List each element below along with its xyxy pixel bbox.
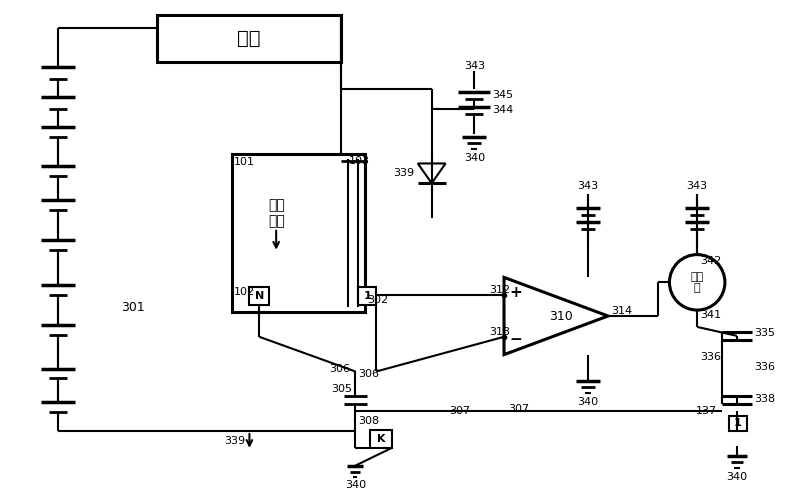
Text: 336: 336	[754, 362, 776, 371]
Bar	[250, 287, 270, 305]
Text: 103: 103	[349, 155, 370, 165]
Text: 301: 301	[121, 301, 145, 313]
Text: 312: 312	[489, 285, 510, 295]
Text: 306: 306	[358, 369, 379, 379]
Text: 345: 345	[492, 90, 514, 100]
Text: 335: 335	[754, 328, 776, 338]
Text: 307: 307	[508, 404, 530, 414]
Text: −: −	[510, 332, 522, 347]
Text: K: K	[377, 434, 386, 444]
Text: 344: 344	[492, 105, 514, 115]
Text: 310: 310	[549, 309, 573, 323]
Text: 339: 339	[224, 436, 246, 446]
Bar	[231, 154, 366, 312]
Text: 306: 306	[330, 364, 350, 373]
Text: 343: 343	[686, 181, 708, 191]
Text: 101: 101	[234, 156, 254, 166]
Bar	[370, 430, 392, 448]
Bar	[358, 287, 376, 305]
Text: 308: 308	[358, 416, 379, 426]
Text: 339: 339	[393, 168, 414, 179]
Text: 137: 137	[696, 406, 717, 416]
Text: 314: 314	[611, 306, 632, 316]
Text: 340: 340	[464, 153, 485, 162]
Text: 313: 313	[489, 327, 510, 337]
Text: 343: 343	[464, 62, 485, 71]
Text: 307: 307	[449, 406, 470, 416]
Text: +: +	[510, 285, 522, 300]
Text: 338: 338	[754, 394, 776, 404]
Text: 1: 1	[734, 418, 742, 428]
Text: 343: 343	[578, 181, 598, 191]
Text: 102: 102	[234, 287, 254, 297]
Text: 340: 340	[345, 481, 366, 491]
Bar	[729, 416, 746, 431]
Text: 电流
方向: 电流 方向	[268, 198, 285, 228]
Text: 305: 305	[331, 384, 353, 394]
Text: 电流
计: 电流 计	[690, 272, 704, 293]
Text: 340: 340	[726, 471, 747, 482]
Text: 342: 342	[700, 255, 722, 266]
Text: 340: 340	[578, 397, 598, 407]
Text: 341: 341	[700, 310, 722, 320]
Text: 1: 1	[363, 291, 371, 301]
Text: 302: 302	[367, 295, 389, 305]
Text: 336: 336	[700, 352, 721, 362]
Text: N: N	[254, 291, 264, 301]
Bar	[158, 15, 341, 62]
Text: 负载: 负载	[237, 29, 261, 48]
